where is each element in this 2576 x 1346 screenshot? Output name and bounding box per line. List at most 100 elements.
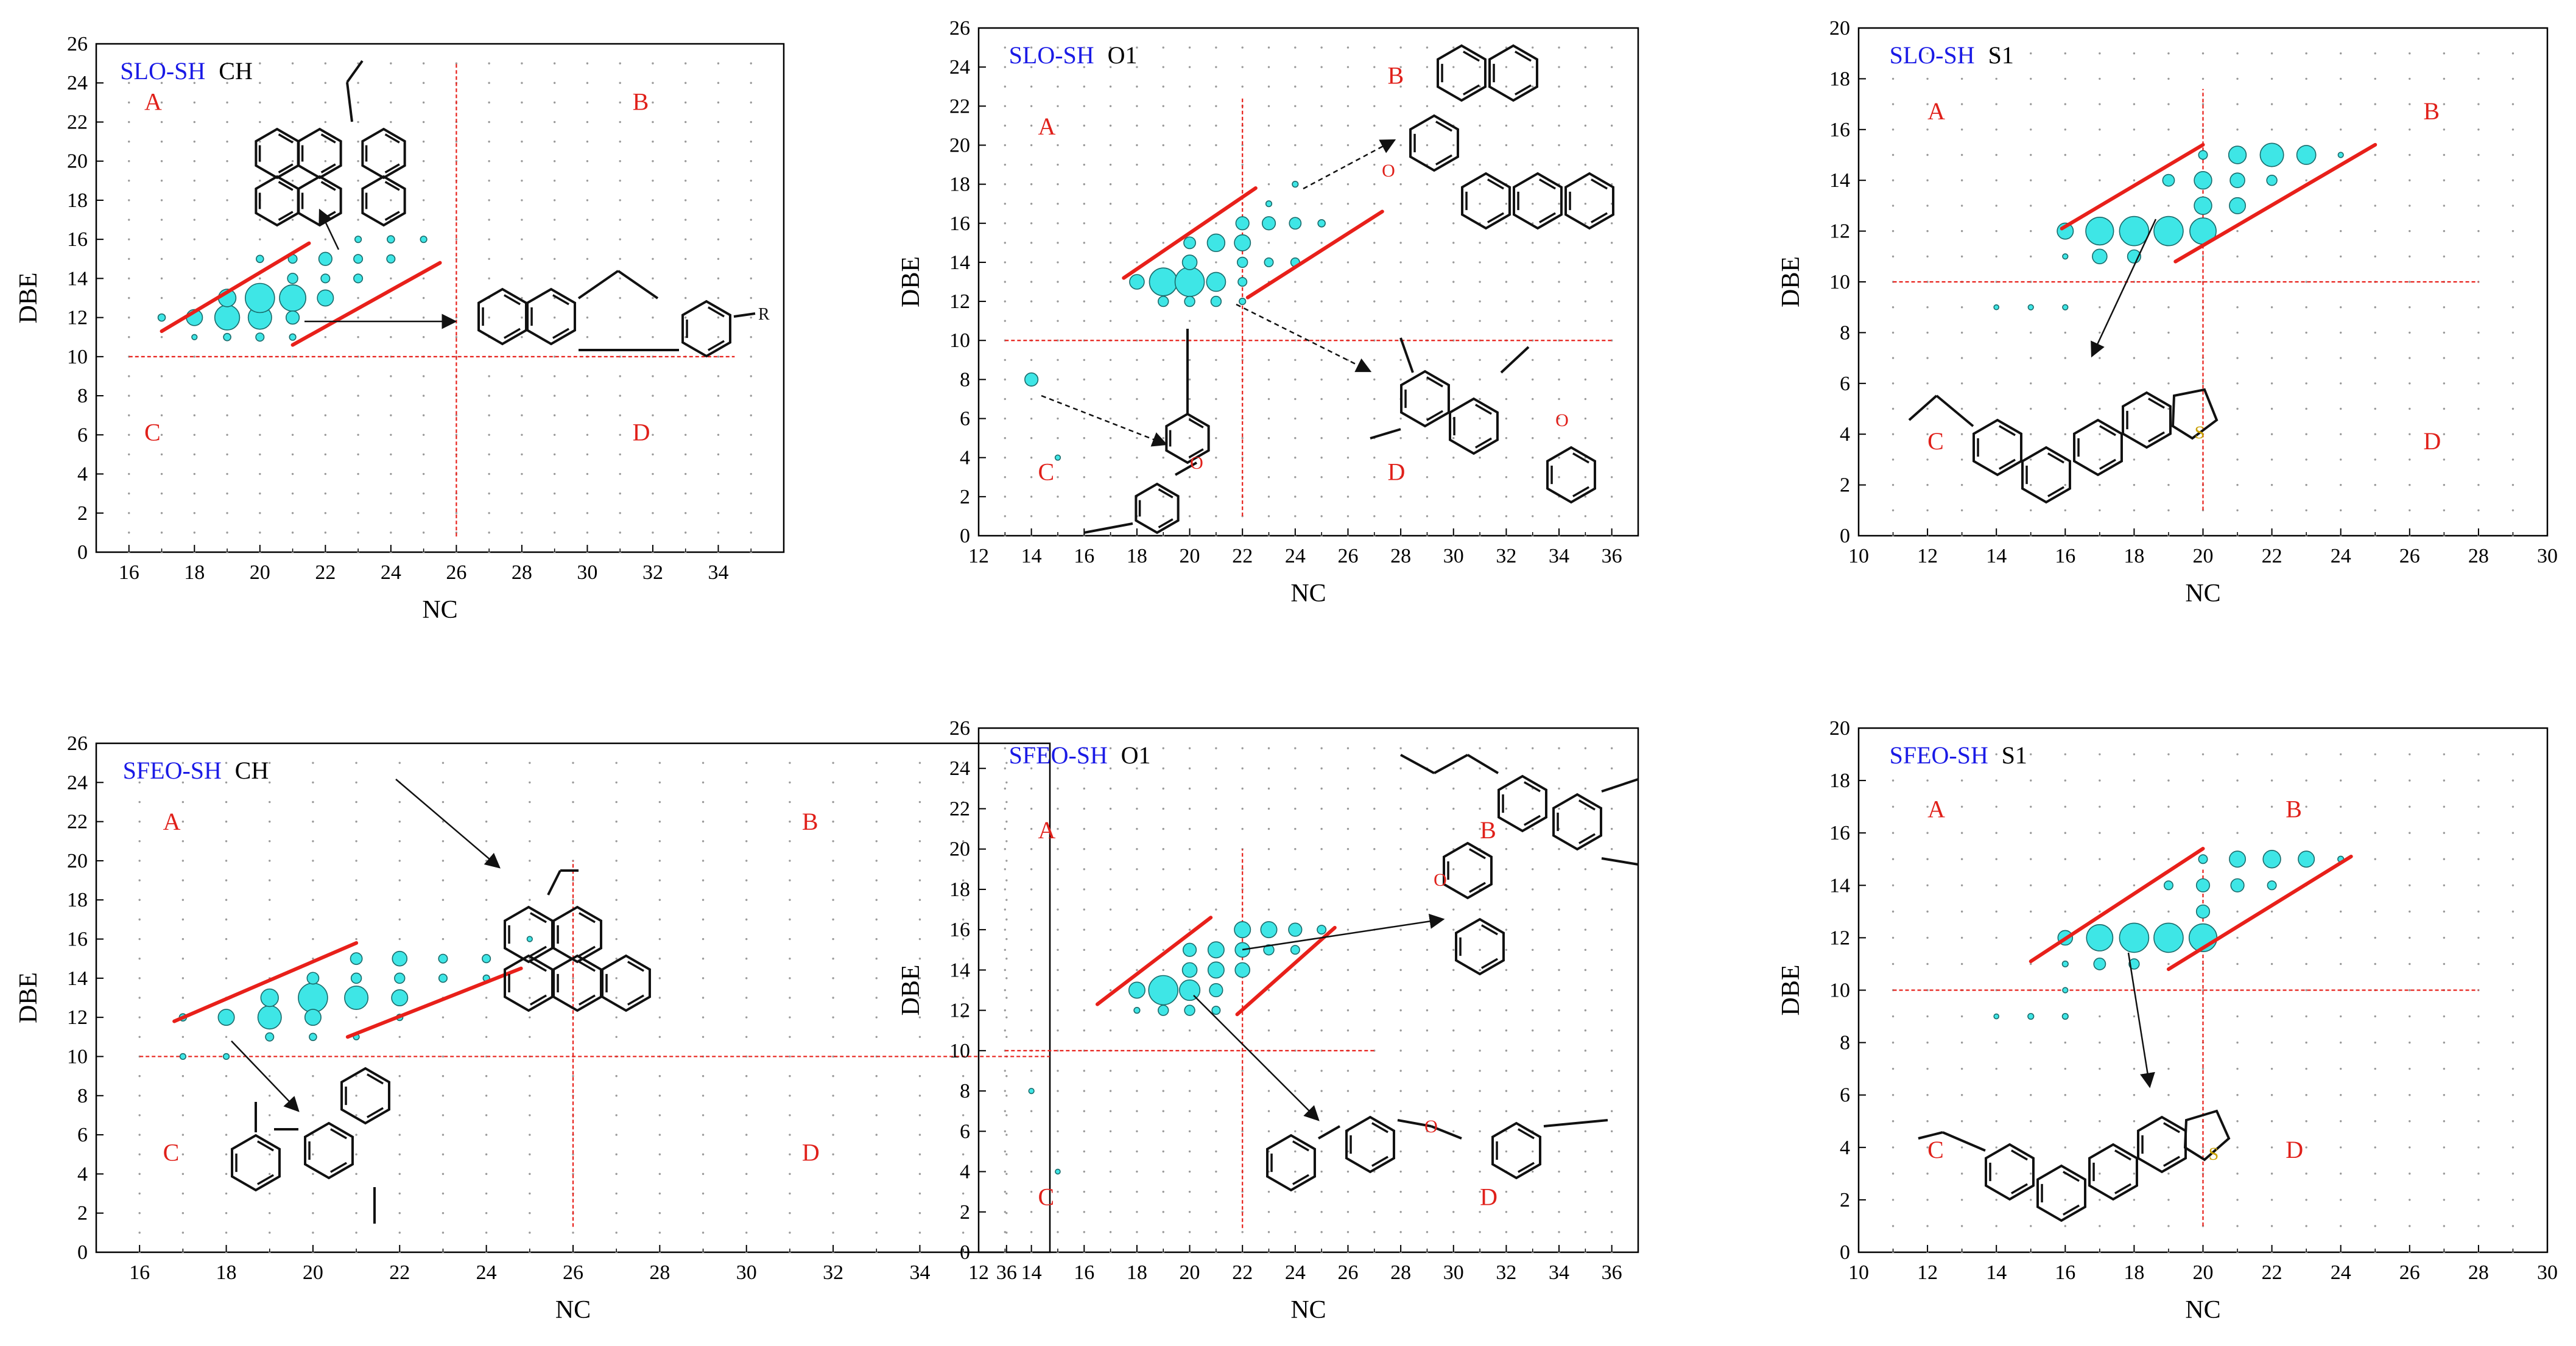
grid-dot (1083, 1110, 1085, 1112)
grid-dot (1558, 85, 1560, 88)
x-tick-label: 32 (1496, 1261, 1516, 1284)
grid-dot (1610, 163, 1613, 166)
ring-bond (1455, 917, 1505, 976)
grid-dot (1892, 483, 1895, 486)
grid-dot (529, 1114, 531, 1116)
grid-dot (1109, 105, 1112, 108)
grid-dot (1399, 436, 1402, 440)
y-tick-label: 10 (1829, 271, 1850, 293)
grid-dot (485, 1232, 488, 1234)
grid-dot (2305, 910, 2307, 913)
grid-dot (138, 938, 141, 941)
grid-dot (193, 238, 195, 240)
grid-dot (1960, 458, 1963, 461)
grid-dot (1004, 807, 1007, 810)
grid-dot (1373, 281, 1376, 283)
grid-dot (684, 472, 687, 475)
grid-dot (1960, 753, 1963, 755)
y-tick-label: 6 (1840, 373, 1850, 395)
double-bond (384, 133, 400, 144)
grid-dot (1373, 1090, 1376, 1092)
grid-dot (259, 277, 261, 280)
grid-dot (1426, 281, 1429, 283)
ring-bond (255, 175, 300, 227)
data-bubble (157, 313, 166, 322)
grid-dot (1995, 1067, 1997, 1070)
grid-dot (2409, 230, 2411, 233)
grid-dot (1083, 144, 1085, 147)
double-bond (2099, 458, 2116, 470)
grid-dot (717, 121, 720, 124)
grid-dot (1267, 888, 1270, 891)
grid-dot (1584, 908, 1587, 911)
grid-dot (1426, 261, 1429, 264)
grid-dot (1452, 144, 1455, 147)
double-bond (1518, 1162, 1535, 1173)
grid-dot (586, 62, 589, 65)
grid-dot (918, 977, 921, 980)
grid-dot (702, 781, 705, 784)
grid-dot (1584, 1231, 1587, 1233)
ring-bond (2036, 1164, 2086, 1222)
grid-dot (1109, 515, 1112, 517)
grid-dot (1892, 382, 1895, 385)
grid-dot (2270, 1172, 2273, 1175)
grid-dot (357, 531, 359, 534)
grid-dot (259, 472, 261, 475)
grid-dot (1426, 1029, 1429, 1032)
grid-dot (1109, 827, 1112, 830)
grid-dot (875, 918, 878, 921)
pointer-arrow (1303, 139, 1396, 190)
grid-dot (2340, 128, 2342, 131)
grid-dot (390, 140, 392, 143)
grid-dot (1030, 888, 1033, 891)
grid-dot (193, 219, 195, 221)
region-label-c: C (1927, 1136, 1944, 1163)
grid-dot (615, 879, 618, 882)
grid-dot (1004, 359, 1007, 362)
grid-dot (1926, 1094, 1929, 1096)
x-tick-label: 14 (1986, 545, 2007, 567)
grid-dot (1136, 417, 1138, 420)
grid-dot (2201, 103, 2205, 105)
grid-dot (1320, 124, 1323, 127)
grid-dot (529, 1153, 531, 1155)
grid-dot (1136, 847, 1138, 850)
grid-dot (1426, 476, 1429, 478)
grid-dot (1004, 436, 1007, 440)
grid-dot (2374, 179, 2376, 181)
grid-dot (398, 1192, 401, 1195)
grid-dot (1505, 1070, 1508, 1072)
grid-dot (1926, 1067, 1929, 1070)
grid-dot (291, 238, 294, 240)
grid-dot (2477, 205, 2480, 207)
grid-dot (2305, 936, 2307, 939)
grid-dot (1294, 989, 1297, 992)
grid-dot (615, 1074, 618, 1078)
grid-dot (1057, 320, 1059, 322)
grid-dot (1558, 359, 1560, 362)
grid-dot (2030, 128, 2032, 131)
grid-dot (1479, 417, 1481, 420)
grid-dot (652, 258, 654, 260)
grid-dot (1241, 747, 1244, 749)
grid-dot (2305, 1094, 2307, 1096)
data-bubble (2228, 145, 2247, 164)
grid-dot (1532, 515, 1534, 517)
grid-dot (2270, 779, 2273, 782)
x-tick-label: 26 (563, 1261, 583, 1284)
grid-dot (1162, 476, 1164, 478)
grid-dot (1505, 747, 1508, 749)
grid-dot (1479, 747, 1481, 749)
grid-dot (1320, 66, 1323, 68)
grid-dot (2409, 357, 2411, 359)
grid-dot (181, 1153, 185, 1155)
grid-dot (2099, 382, 2101, 385)
grid-dot (1399, 456, 1402, 459)
grid-dot (2305, 281, 2307, 283)
grid-dot (1215, 124, 1217, 127)
grid-dot (553, 121, 556, 124)
grid-dot (1995, 858, 1997, 860)
data-bubble (1128, 981, 1145, 999)
grid-dot (1109, 66, 1112, 68)
